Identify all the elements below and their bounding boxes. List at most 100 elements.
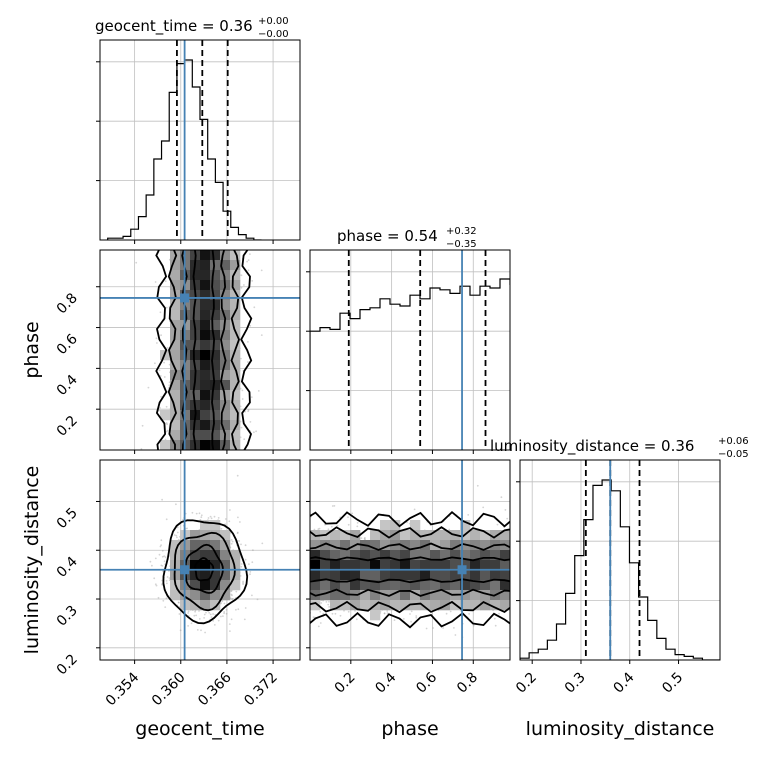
density-cell [220, 550, 231, 561]
sample-point [168, 577, 171, 579]
density-cell [320, 590, 331, 601]
sample-point [334, 612, 337, 615]
sample-point [231, 598, 233, 601]
sample-point [331, 612, 334, 615]
density-cell [230, 250, 241, 261]
sample-point [242, 580, 245, 583]
sample-point [204, 631, 207, 634]
sample-point [493, 617, 496, 620]
sample-point [220, 615, 222, 618]
axes-frame-luminosity-distance-vs-phase [309, 459, 511, 661]
histogram-bin [192, 87, 200, 240]
density-cell [450, 580, 461, 591]
density-cell [220, 540, 231, 551]
sample-point [231, 597, 234, 600]
x-tick-label: 0.5 [659, 670, 686, 697]
density-cell [350, 560, 361, 571]
density-cell [410, 550, 421, 561]
density-cell [220, 580, 231, 591]
histogram-bin [629, 563, 638, 660]
sample-point [173, 534, 176, 536]
histogram-bin [360, 310, 370, 450]
density-cell [190, 600, 201, 611]
density-cell [430, 580, 441, 591]
density-cell [380, 550, 391, 561]
density-cell [170, 400, 181, 411]
sample-point [149, 560, 152, 563]
axes-frame-phase-vs-geocent-time [99, 249, 301, 451]
density-cell [210, 410, 221, 421]
sample-point [454, 634, 457, 636]
density-cell [220, 570, 231, 581]
sample-point [500, 496, 503, 499]
grid-hist-luminosity-distance [520, 460, 720, 660]
density-cell [190, 590, 201, 601]
panel-phase-vs-geocent-time [99, 249, 301, 451]
density-cell [420, 560, 431, 571]
density-cell [210, 520, 221, 531]
sample-point [187, 612, 190, 614]
sample-point [225, 608, 228, 611]
density-cell [210, 270, 221, 281]
histogram-phase [310, 278, 530, 450]
sample-point [317, 528, 320, 530]
density-cell [420, 550, 431, 561]
title-luminosity-distance-plus: +0.06 [718, 436, 749, 447]
sample-point [222, 615, 224, 617]
y-tick-label: 0.4 [54, 554, 81, 581]
sample-point [249, 421, 252, 423]
density-cell [200, 250, 211, 261]
histogram-bin [520, 286, 530, 450]
sample-point [249, 324, 252, 327]
density-cell [170, 380, 181, 391]
density-cell [320, 570, 331, 581]
density-cell [200, 550, 211, 561]
sample-point [251, 594, 253, 597]
sample-point [413, 508, 416, 511]
sample-point [240, 563, 243, 565]
density-cell [460, 590, 471, 601]
sample-point [231, 540, 234, 543]
sample-point [175, 503, 177, 506]
density-luminosity-distance-vs-phase [310, 484, 510, 639]
sample-point [241, 398, 244, 400]
sample-point [319, 622, 322, 624]
histogram-bin [350, 319, 360, 450]
sample-point [175, 534, 178, 537]
density-cell [400, 570, 411, 581]
sample-point [178, 601, 180, 604]
sample-point [209, 613, 212, 616]
density-cell [230, 580, 241, 591]
sample-point [467, 514, 470, 516]
histogram-bin [620, 527, 629, 660]
sample-point [247, 259, 250, 261]
sample-point [154, 362, 156, 365]
density-cell [350, 580, 361, 591]
sample-point [156, 342, 158, 344]
density-cell [200, 420, 211, 431]
density-cell [350, 600, 361, 611]
density-cell [170, 390, 181, 401]
sample-point [168, 384, 171, 387]
density-cell [230, 260, 241, 271]
density-cell [190, 310, 201, 321]
axes-frame-luminosity-distance-vs-geocent-time [99, 459, 301, 661]
density-cell [400, 540, 411, 551]
density-cell [170, 270, 181, 281]
sample-point [163, 555, 166, 557]
density-cell [480, 560, 491, 571]
sample-point [360, 537, 363, 539]
density-cell [230, 380, 241, 391]
sample-point [250, 396, 253, 398]
histogram-bin [200, 119, 208, 240]
histogram-bin [208, 159, 216, 240]
sample-point [164, 606, 167, 608]
histogram-bin [146, 195, 154, 240]
density-cell [200, 410, 211, 421]
sample-point [141, 424, 144, 427]
density-cell [400, 580, 411, 591]
sample-point [432, 627, 434, 629]
histogram-step-line [520, 479, 720, 660]
density-cell [210, 400, 221, 411]
sample-point [164, 556, 167, 559]
